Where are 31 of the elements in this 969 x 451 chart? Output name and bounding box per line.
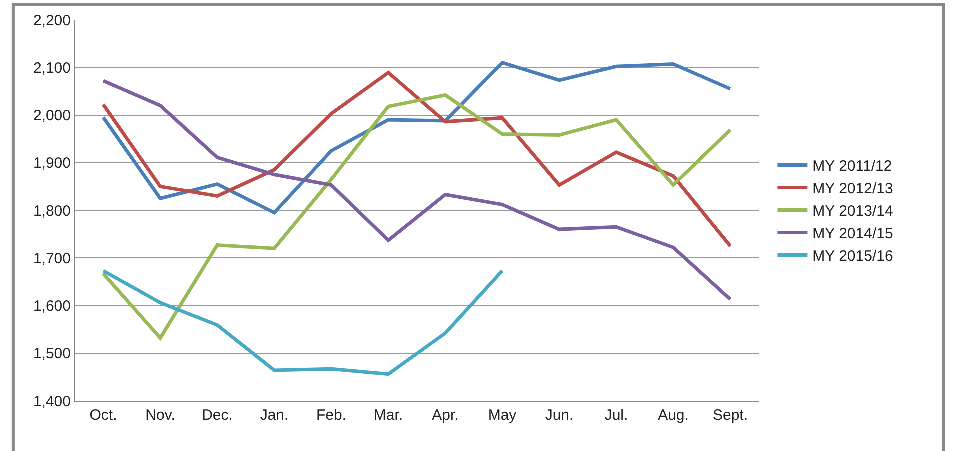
line-series [102, 269, 504, 376]
y-tick-label: 1,400 [33, 393, 71, 410]
y-tick-label: 1,500 [33, 346, 71, 363]
legend-label: MY 2014/15 [812, 226, 894, 243]
line-series [102, 61, 732, 215]
x-tick-label: Jul. [604, 407, 628, 424]
y-tick-label: 2,100 [33, 60, 71, 77]
line-series [102, 71, 732, 248]
x-tick-label: Feb. [316, 407, 347, 424]
y-tick-label: 2,200 [33, 12, 71, 30]
x-tick-label: Dec. [202, 407, 233, 424]
x-tick-label: Oct. [90, 407, 118, 424]
line-series [102, 94, 732, 340]
y-tick-label: 1,800 [33, 202, 71, 220]
y-tick-label: 1,600 [33, 298, 71, 315]
line-series [102, 79, 732, 302]
legend-label: MY 2015/16 [812, 248, 894, 266]
legend-label: MY 2011/12 [812, 158, 892, 176]
y-tick-label: 2,000 [33, 108, 71, 124]
x-tick-label: Nov. [146, 407, 176, 424]
x-tick-label: Sept. [712, 407, 748, 424]
x-tick-label: Apr. [432, 407, 459, 424]
x-tick-label: Jun. [545, 407, 574, 424]
x-tick-label: May [488, 407, 518, 424]
legend-label: MY 2012/13 [812, 180, 894, 198]
x-tick-label: Mar. [374, 407, 404, 424]
y-tick-label: 1,700 [33, 250, 71, 268]
y-tick-label: 1,900 [33, 155, 71, 172]
x-tick-label: Jan. [260, 407, 289, 424]
x-tick-label: Aug. [658, 407, 689, 424]
legend-label: MY 2013/14 [812, 203, 894, 220]
